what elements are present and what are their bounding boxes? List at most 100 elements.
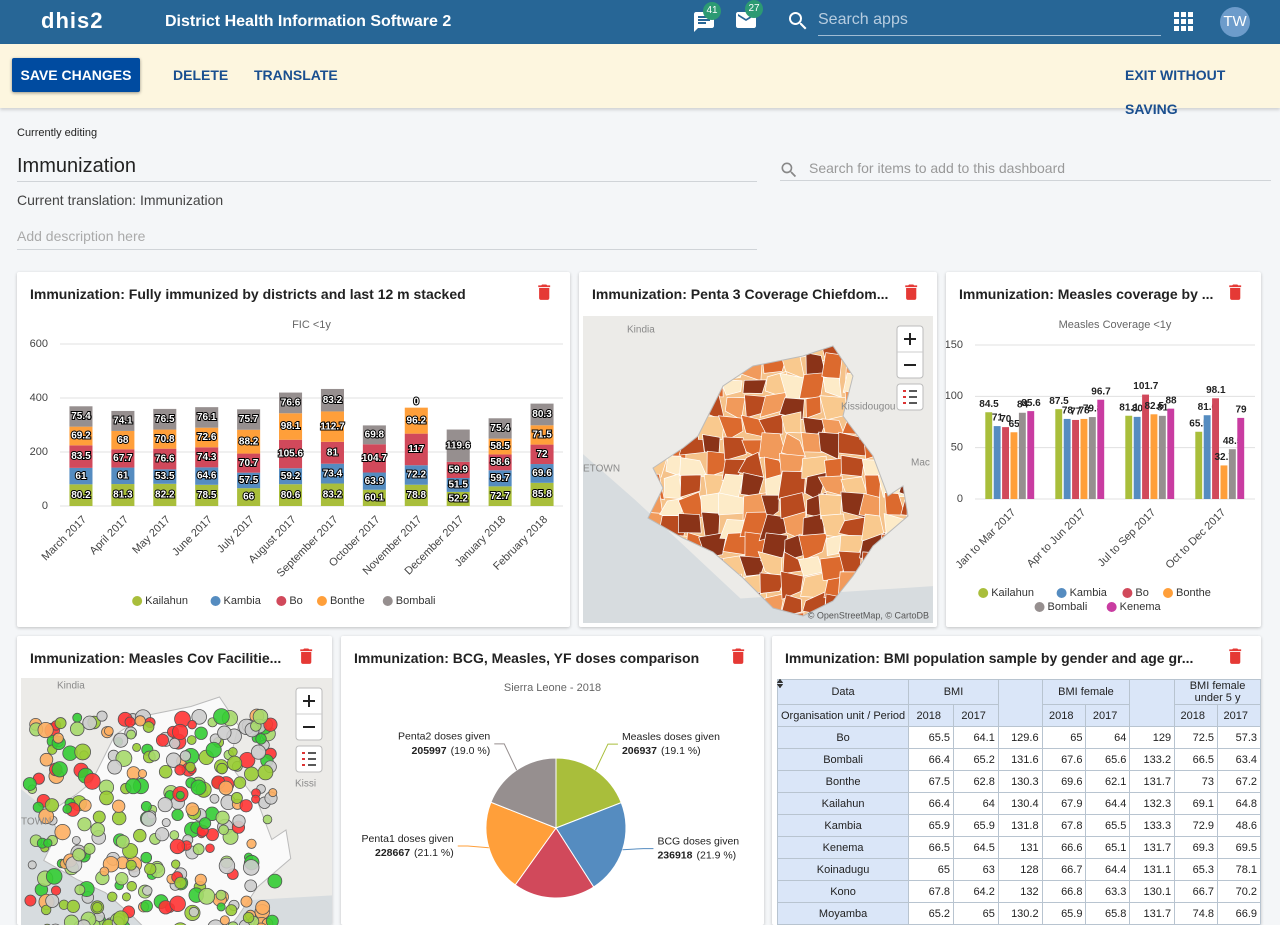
facility-dot (140, 899, 153, 913)
sort-icon[interactable] (777, 679, 1214, 721)
facility-dot (263, 717, 278, 732)
facility-dot (72, 712, 83, 723)
district (805, 396, 822, 419)
delete-item-button[interactable] (905, 284, 918, 300)
cell: 131.1 (1129, 858, 1176, 881)
user-avatar[interactable]: TW (1220, 7, 1250, 37)
data-label: 72.7 (490, 491, 510, 502)
district (780, 570, 804, 600)
district (760, 494, 780, 521)
data-label: 67.7 (113, 453, 133, 464)
cell: 69.3 (1174, 836, 1218, 859)
facility-dot (54, 823, 71, 841)
sort-icon[interactable] (777, 679, 995, 721)
sea (21, 789, 332, 925)
cell: 67.5 (908, 770, 954, 793)
item-search-icon (781, 162, 797, 178)
bar (1027, 411, 1035, 499)
facility-dot (104, 726, 114, 736)
legend-label: Bombali (1048, 601, 1088, 613)
data-label: 69.6 (532, 468, 552, 479)
sort-icon[interactable] (777, 679, 1127, 721)
facility-dot (255, 733, 267, 745)
cell: 66.8 (1041, 880, 1087, 903)
description-input[interactable]: Add description here (17, 228, 757, 250)
facility-dot (54, 717, 67, 730)
legend-label: Bo (1135, 587, 1148, 599)
bar-segment (195, 447, 219, 468)
messages-button[interactable]: 41 (692, 2, 721, 34)
dashboard-name-input[interactable]: Immunization (17, 155, 757, 182)
bar-segment (195, 407, 219, 428)
delete-button[interactable]: DELETE (173, 67, 229, 83)
bar (1237, 417, 1245, 499)
bar (1063, 418, 1071, 499)
bar-segment (237, 453, 261, 473)
header-row: Organisation unit / Period 2018 2017 2018 20… (777, 679, 1261, 727)
facility-dot (112, 810, 127, 826)
mail-button[interactable]: 27 (734, 0, 763, 32)
bar (1220, 465, 1228, 499)
bar-segment (237, 409, 261, 430)
delete-item-button[interactable] (300, 648, 313, 664)
facility-dot (244, 766, 259, 782)
bar-segment (279, 439, 303, 469)
delete-item-button[interactable] (538, 284, 551, 300)
facility-dot (242, 911, 255, 924)
logo[interactable]: dhis2 (41, 8, 104, 33)
facility-dot (240, 895, 253, 908)
delete-item-button[interactable] (1229, 648, 1242, 664)
translate-button[interactable]: TRANSLATE (254, 67, 338, 83)
bar-segment (446, 478, 470, 492)
row-header: Koinadugu (777, 858, 910, 881)
exit-button[interactable]: EXIT WITHOUT SAVING (1125, 67, 1226, 117)
bar-segment (69, 406, 93, 427)
facility-dot (137, 769, 148, 779)
bar-segment (404, 407, 428, 434)
sort-icon[interactable] (777, 679, 950, 721)
facility-dot (144, 862, 157, 876)
bar-chart-card: Immunization: Measles coverage by ... Mea… (946, 272, 1261, 627)
x-tick-label: May 2017 (130, 514, 173, 557)
bar-segment (320, 411, 344, 442)
bar-segment (488, 438, 512, 455)
legend-label: Bonthe (1176, 587, 1211, 599)
facility-dot (185, 761, 196, 773)
y-tick-label: 50 (951, 442, 963, 454)
delete-item-button[interactable] (1229, 284, 1242, 300)
facility-dot (92, 810, 106, 824)
data-label: 80 (1132, 404, 1144, 415)
district (840, 454, 865, 477)
table-wrap: Data BMI BMI female BMI female under 5 y Org… (777, 679, 1261, 925)
facility-dot (246, 838, 257, 849)
item-search-input[interactable]: Search for items to add to this dashboar… (780, 160, 1271, 181)
total-header (1129, 679, 1176, 727)
facility-dot (161, 818, 171, 828)
place-label: TOWN (21, 817, 51, 828)
data-label: 64.6 (197, 471, 217, 482)
cell: 66.4 (908, 748, 954, 771)
sort-icon[interactable] (777, 679, 1083, 721)
delete-item-button[interactable] (732, 648, 745, 664)
apps-menu[interactable] (1174, 12, 1198, 36)
facility-dot (92, 902, 103, 913)
sort-icon[interactable] (777, 679, 1257, 721)
facility-dot (113, 732, 129, 748)
row-header: Kenema (777, 836, 910, 859)
bar-segment (320, 388, 344, 412)
y-tick-label: 400 (30, 392, 48, 404)
facility-dot (126, 729, 136, 740)
district (679, 474, 702, 498)
slice-percent: (19.1 %) (661, 745, 701, 757)
app-search[interactable]: Search apps (818, 11, 908, 28)
message-badge: 41 (703, 2, 721, 20)
cell: 131.7 (1129, 836, 1176, 859)
slice-value: 228667 (21.1 %) (375, 847, 454, 859)
facility-dot (262, 814, 273, 825)
facility-dot (66, 899, 80, 913)
facility-dot (125, 859, 137, 871)
bar (1080, 418, 1088, 499)
legend-label: Bo (289, 595, 302, 607)
save-button[interactable]: SAVE CHANGES (12, 58, 140, 92)
legend-swatch (1106, 602, 1117, 612)
